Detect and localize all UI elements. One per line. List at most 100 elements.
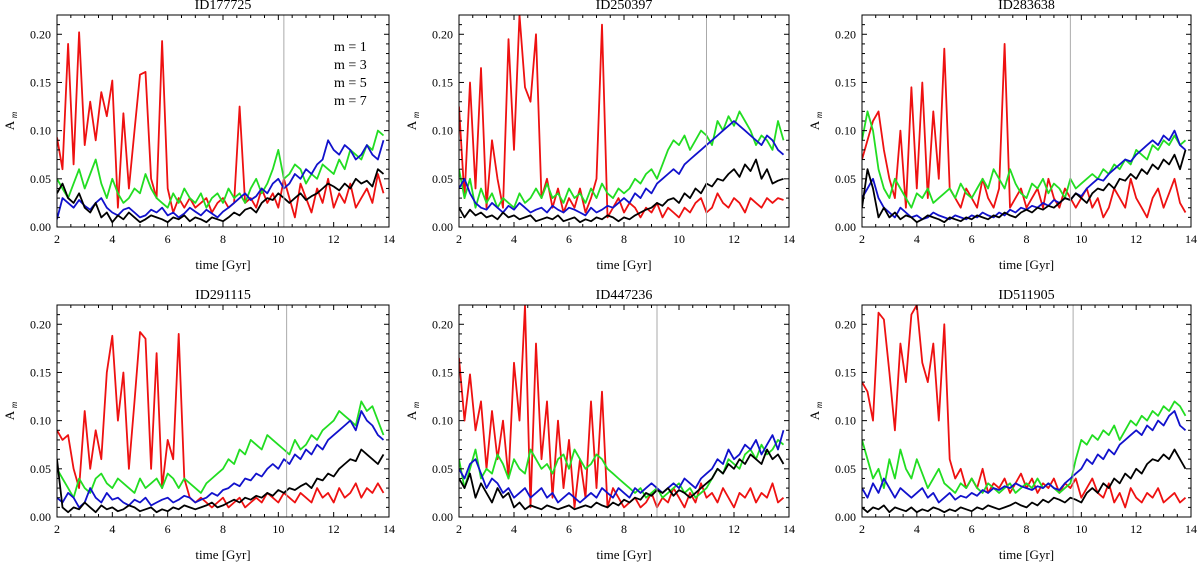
chart-title: ID447236 xyxy=(596,288,653,303)
x-axis-label: time [Gyr] xyxy=(596,547,651,562)
x-tick-label: 14 xyxy=(783,522,795,536)
y-axis-label-main: A xyxy=(2,408,17,420)
y-tick-label: 0.00 xyxy=(835,510,856,524)
y-tick-label: 0.20 xyxy=(432,27,453,41)
y-axis-label-sub: m xyxy=(814,401,824,408)
x-tick-label: 4 xyxy=(109,522,115,536)
x-tick-label: 2 xyxy=(456,522,462,536)
y-tick-label: 0.20 xyxy=(432,317,453,331)
legend-entry-m5: m = 5 xyxy=(334,76,367,91)
y-tick-label: 0.05 xyxy=(835,172,856,186)
y-tick-label: 0.15 xyxy=(835,365,856,379)
x-tick-label: 14 xyxy=(783,232,795,246)
y-tick-label: 0.05 xyxy=(30,462,51,476)
y-tick-label: 0.15 xyxy=(30,365,51,379)
y-axis-label: A m xyxy=(404,401,421,420)
x-tick-label: 10 xyxy=(272,232,284,246)
legend-entry-m7: m = 7 xyxy=(334,94,367,109)
y-tick-label: 0.10 xyxy=(30,414,51,428)
figure: ID177725 2 4 6 8 10 12 14 0.00 0.05 0.10 0.15 0.20 ti… xyxy=(0,0,1200,565)
series-group xyxy=(862,305,1186,512)
y-axis-label: A m xyxy=(2,111,19,130)
y-axis-label-sub: m xyxy=(411,401,421,408)
chart-panel-1: ID177725 2 4 6 8 10 12 14 0.00 0.05 0.10 0.15 0.20 ti… xyxy=(2,0,395,272)
y-tick-label: 0.15 xyxy=(30,75,51,89)
x-tick-label: 4 xyxy=(109,232,115,246)
x-tick-label: 2 xyxy=(456,232,462,246)
series-group xyxy=(57,332,384,512)
series-line-m1 xyxy=(862,44,1186,218)
y-tick-label: 0.00 xyxy=(432,510,453,524)
x-tick-label: 4 xyxy=(511,522,517,536)
x-tick-label: 12 xyxy=(1130,232,1142,246)
y-tick-label: 0.05 xyxy=(432,462,453,476)
x-tick-label: 6 xyxy=(969,522,975,536)
chart-panel-6: ID5119052 4 6 8 10 12 140.000.050.100.150.20ti… xyxy=(807,288,1197,562)
y-tick-label: 0.20 xyxy=(835,317,856,331)
x-tick-label: 6 xyxy=(165,232,171,246)
x-tick-label: 8 xyxy=(220,522,226,536)
y-axis-label: A m xyxy=(404,111,421,130)
x-tick-label: 10 xyxy=(272,522,284,536)
x-tick-label: 4 xyxy=(914,232,920,246)
x-tick-label: 12 xyxy=(728,232,740,246)
x-tick-label: 2 xyxy=(859,522,865,536)
y-axis-label-main: A xyxy=(2,118,17,130)
chart-panel-4: ID291115 2 4 6 8 10 12 14 0.00 0.05 0.10 0.15 0.20 ti… xyxy=(2,288,395,562)
y-axis-label-main: A xyxy=(404,408,419,420)
chart-title: ID291115 xyxy=(195,288,251,303)
y-tick-label: 0.00 xyxy=(432,220,453,234)
x-tick-label: 4 xyxy=(511,232,517,246)
y-axis-label-sub: m xyxy=(411,111,421,118)
x-tick-label: 6 xyxy=(566,522,572,536)
y-tick-label: 0.15 xyxy=(432,75,453,89)
chart-panel-5: ID447236 2 4 6 8 10 12 14 0.00 0.05 0.10 0.15 0.20 ti… xyxy=(404,288,795,562)
x-tick-label: 10 xyxy=(673,232,685,246)
x-tick-label: 12 xyxy=(328,522,340,536)
x-tick-label: 14 xyxy=(383,522,395,536)
plot-frame xyxy=(862,15,1191,227)
y-tick-label: 0.15 xyxy=(835,75,856,89)
x-tick-label: 14 xyxy=(383,232,395,246)
x-tick-label: 6 xyxy=(969,232,975,246)
series-line-m3 xyxy=(57,401,384,497)
x-tick-label: 10 xyxy=(1075,232,1087,246)
x-tick-label: 14 xyxy=(1185,522,1197,536)
plot-frame xyxy=(459,305,789,517)
x-tick-label: 2 xyxy=(54,232,60,246)
x-tick-label: 2 xyxy=(859,232,865,246)
series-line-m1 xyxy=(459,15,784,217)
x-tick-label: 10 xyxy=(1075,522,1087,536)
series-group xyxy=(862,44,1186,222)
x-axis-label: time [Gyr] xyxy=(999,547,1054,562)
y-tick-label: 0.10 xyxy=(432,414,453,428)
chart-title: ID250397 xyxy=(596,0,653,13)
y-axis-label-main: A xyxy=(404,118,419,130)
x-tick-label: 12 xyxy=(728,522,740,536)
y-tick-label: 0.05 xyxy=(835,462,856,476)
y-tick-label: 0.00 xyxy=(30,510,51,524)
y-tick-label: 0.20 xyxy=(30,27,51,41)
legend-entry-m1: m = 1 xyxy=(334,40,367,55)
chart-title: ID177725 xyxy=(195,0,252,13)
x-tick-label: 12 xyxy=(328,232,340,246)
series-line-m3 xyxy=(459,111,784,207)
x-tick-label: 4 xyxy=(914,522,920,536)
y-tick-label: 0.05 xyxy=(30,172,51,186)
x-tick-label: 8 xyxy=(1024,522,1030,536)
x-tick-label: 2 xyxy=(54,522,60,536)
legend-entry-m3: m = 3 xyxy=(334,58,367,73)
y-axis-label-sub: m xyxy=(9,111,19,118)
y-tick-label: 0.05 xyxy=(432,172,453,186)
y-tick-label: 0.10 xyxy=(835,414,856,428)
x-tick-label: 10 xyxy=(673,522,685,536)
chart-title: ID283638 xyxy=(998,0,1055,13)
x-tick-label: 8 xyxy=(621,232,627,246)
y-tick-label: 0.20 xyxy=(835,27,856,41)
y-axis-label: A m xyxy=(807,111,824,130)
y-tick-label: 0.10 xyxy=(30,124,51,138)
y-axis-label-main: A xyxy=(807,118,822,130)
x-tick-label: 8 xyxy=(220,232,226,246)
y-axis-label-sub: m xyxy=(9,401,19,408)
x-tick-label: 12 xyxy=(1130,522,1142,536)
